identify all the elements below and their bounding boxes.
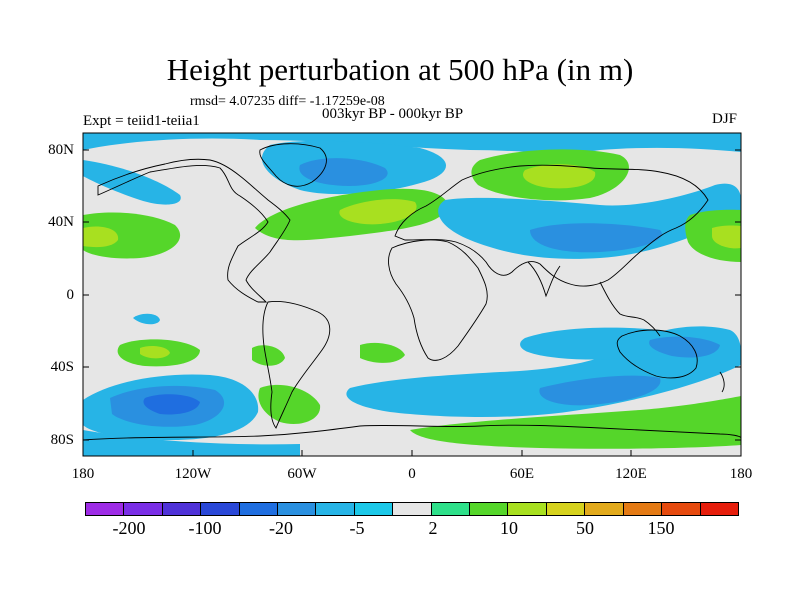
contour-deepblue-sh-pacific <box>143 394 200 415</box>
colorbar-label: -200 <box>112 518 146 538</box>
coast-greenland <box>259 143 327 187</box>
colorbar <box>85 502 739 516</box>
coast-australia <box>616 329 698 379</box>
contour-green-pacific-west <box>83 212 181 259</box>
colorbar-label: 50 <box>576 518 594 538</box>
coast-new-zealand <box>719 371 725 393</box>
colorbar-swatch <box>546 503 586 515</box>
contour-green-satlantic <box>360 342 405 363</box>
coast-eurasia <box>394 164 709 287</box>
period-text: 003kyr BP - 000kyr BP <box>322 106 464 122</box>
season-text: DJF <box>712 111 738 127</box>
contour-yellowgreen-siberia <box>522 164 596 189</box>
contour-blue-na <box>83 160 181 205</box>
colorbar-swatch <box>662 503 701 515</box>
colorbar-swatch <box>239 503 279 515</box>
contour-darkblue-greenland <box>299 158 388 186</box>
contour-blue-sh-small <box>133 313 160 325</box>
stats-text: rmsd= 4.07235 diff= -1.17259e-08 <box>190 94 385 109</box>
lat-tick-label: 0 <box>66 287 75 303</box>
coast-africa <box>388 239 488 361</box>
figure-title: Height perturbation at 500 hPa (in m) <box>166 52 634 87</box>
lon-tick-label: 120W <box>174 466 212 482</box>
lon-tick-label: 120E <box>615 466 647 482</box>
lon-tick-label: 180 <box>729 466 753 482</box>
lon-tick-label: 180 <box>71 466 95 482</box>
colorbar-swatch <box>162 503 202 515</box>
contour-darkblue-sh-indian <box>539 375 661 406</box>
lon-tick-label: 0 <box>408 466 416 482</box>
contour-yellow-pacific-west <box>83 226 119 248</box>
lat-tick-label: 40S <box>50 359 74 375</box>
coast-antarctica <box>83 424 741 441</box>
colorbar-label: 150 <box>647 518 675 538</box>
coast-north-america <box>97 158 291 303</box>
colorbar-swatch <box>431 503 471 515</box>
coastlines <box>83 143 741 441</box>
colorbar-swatch <box>470 503 509 515</box>
contour-darkblue-tasman <box>649 336 720 358</box>
colorbar-label: -5 <box>349 518 365 538</box>
contour-yellow-pacific-east <box>712 225 741 249</box>
lat-tick-label: 80N <box>48 142 74 158</box>
lon-tick-label: 60W <box>287 466 317 482</box>
lat-tick-label: 80S <box>50 432 74 448</box>
contour-blue-arctic <box>83 133 741 153</box>
colorbar-swatch <box>393 503 432 515</box>
contour-yellowgreen-atlantic <box>339 199 417 225</box>
colorbar-swatch <box>623 503 663 515</box>
colorbar-swatch <box>201 503 240 515</box>
colorbar-label: -100 <box>188 518 222 538</box>
colorbar-label: 2 <box>428 518 438 538</box>
colorbar-swatch <box>508 503 547 515</box>
contour-green-samerica <box>252 345 285 366</box>
contour-blue-australia <box>520 327 671 360</box>
colorbar-label: -20 <box>269 518 293 538</box>
colorbar-swatch <box>354 503 394 515</box>
contour-blue-sh-southwest <box>83 430 300 456</box>
colorbar-swatch <box>700 503 738 515</box>
colorbar-swatch <box>124 503 163 515</box>
contour-yellow-sh-pacific <box>140 345 170 359</box>
colorbar-swatch <box>86 503 125 515</box>
colorbar-swatch <box>316 503 355 515</box>
colorbar-swatch <box>278 503 317 515</box>
experiment-text: Expt = teiid1-teiia1 <box>83 113 200 129</box>
coast-southeast-asia <box>599 281 661 337</box>
lon-tick-label: 60E <box>509 466 535 482</box>
colorbar-label: 10 <box>500 518 518 538</box>
contour-fields <box>83 133 741 456</box>
coast-india <box>527 261 561 298</box>
lat-tick-label: 40N <box>48 214 74 230</box>
colorbar-swatch <box>585 503 624 515</box>
coast-south-america <box>262 301 331 429</box>
contour-green-sh-south <box>410 396 741 449</box>
contour-green-sh-westwind <box>258 384 321 425</box>
axis-ticks <box>82 149 742 456</box>
contour-darkblue-asia <box>530 223 662 253</box>
contour-blue-asia <box>438 183 741 259</box>
